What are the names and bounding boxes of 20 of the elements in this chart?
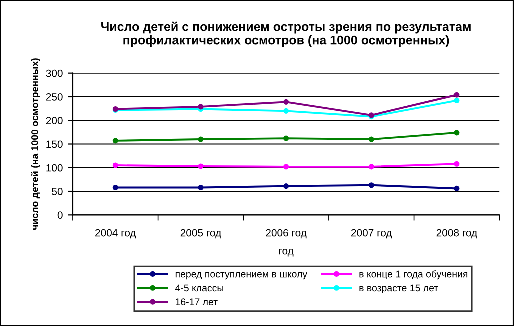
y-tick-label: 50 [52,188,63,196]
x-tick-label: 2007 год [352,229,392,239]
legend-label: в конце 1 года обучения [360,270,468,280]
x-axis-title: год [279,249,294,257]
x-tick-label: 2005 год [180,229,222,239]
y-axis-title: число детей (на 1000 осмотренных) [31,58,40,230]
legend-label: в возрасте 15 лет [360,284,438,294]
legend-label: перед поступлением в школу [176,272,308,280]
y-tick-label: 200 [46,117,63,124]
y-tick-label: 0 [58,212,63,220]
legend-label: 4-5 классы [175,284,224,292]
x-tick-label: 2004 год [96,229,136,239]
y-tick-label: 150 [46,140,63,148]
chart-title: Число детей с понижением остроты зрения по результатам профилактических осмотров (на 1000 осмотренных) [102,22,471,48]
legend-label: 16-17 лет [176,298,218,306]
x-tick-label: 2006 год [266,229,307,239]
x-tick-label: 2008 год [436,229,478,239]
y-tick-label: 300 [46,70,63,78]
y-tick-label: 100 [46,164,63,172]
y-tick-label: 250 [46,93,63,101]
